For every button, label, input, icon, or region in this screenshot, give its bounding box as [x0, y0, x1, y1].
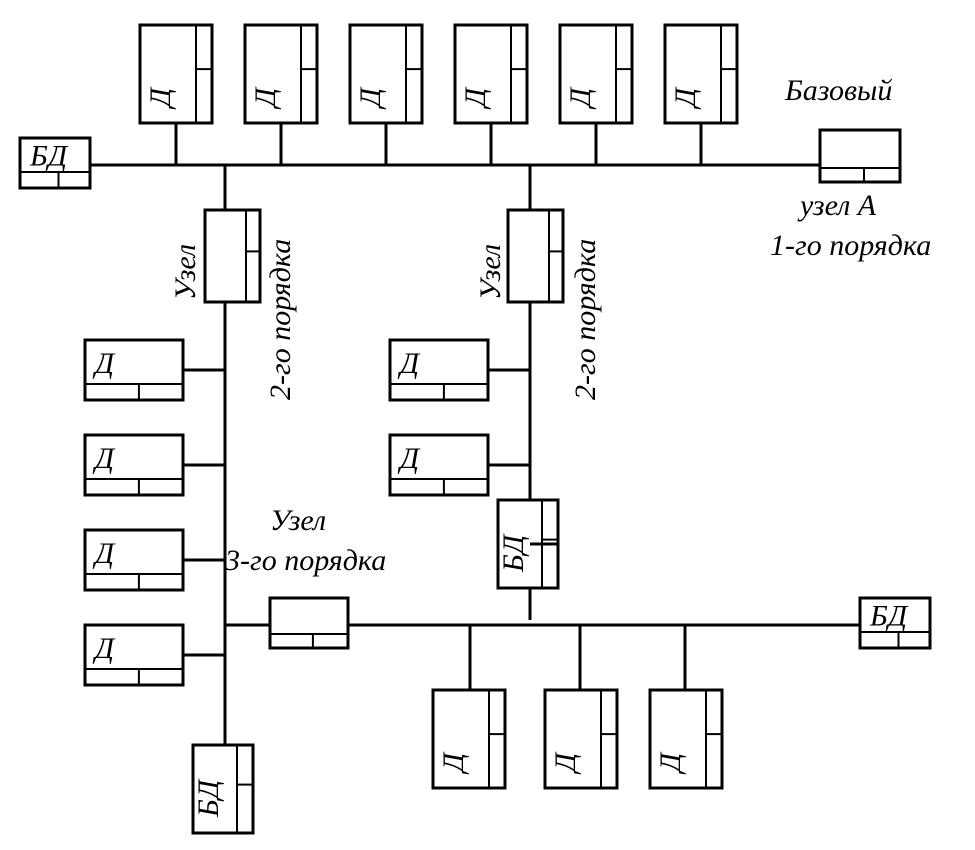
node-2b: [508, 210, 563, 302]
bd-right-label: БД: [869, 600, 909, 633]
d-top-5-label: Д: [564, 86, 597, 110]
t-base: Базовый: [784, 74, 892, 107]
d-top-1: [140, 25, 212, 123]
node-base: [820, 130, 900, 182]
t-nodeA: узел А: [797, 189, 877, 222]
d-bot-3: [650, 690, 722, 788]
d-top-2: [245, 25, 317, 123]
network-diagram: Д Д Д Д Д Д Д Д Д Д Д Д Д Д Д БД БД БД БД Базовый узел А 1-го…: [0, 0, 975, 850]
bd-bottom-label: БД: [192, 778, 225, 818]
node-3: [270, 598, 348, 648]
d-top-5: [560, 25, 632, 123]
d-bot-3-label: Д: [654, 751, 687, 775]
t-2o-1: 2-го порядка: [264, 239, 297, 400]
d-mid-2-label: Д: [397, 442, 421, 475]
d-top-1-label: Д: [144, 86, 177, 110]
d-left-3-label: Д: [92, 537, 116, 570]
t-3o: 3-го порядка: [224, 544, 386, 577]
t-2o-2: 2-го порядка: [569, 239, 602, 400]
d-top-6-label: Д: [669, 86, 702, 110]
d-mid-1-label: Д: [397, 347, 421, 380]
d-top-4: [455, 25, 527, 123]
d-top-6: [665, 25, 737, 123]
d-bot-2-label: Д: [549, 751, 582, 775]
bd-mid-label: БД: [497, 533, 530, 573]
d-left-1-label: Д: [92, 347, 116, 380]
d-bot-1-label: Д: [437, 751, 470, 775]
d-top-4-label: Д: [459, 86, 492, 110]
d-left-2-label: Д: [92, 442, 116, 475]
d-left-4-label: Д: [92, 632, 116, 665]
d-top-3-label: Д: [354, 86, 387, 110]
t-1order: 1-го порядка: [770, 229, 931, 262]
node-2a: [205, 210, 260, 302]
d-top-3: [350, 25, 422, 123]
d-bot-1: [433, 690, 505, 788]
d-top-2-label: Д: [249, 86, 282, 110]
t-uzel-3: Узел: [270, 504, 326, 537]
bd-top-left-label: БД: [29, 140, 69, 173]
d-bot-2: [545, 690, 617, 788]
t-uzel-1: Узел: [169, 244, 202, 300]
t-uzel-2: Узел: [474, 244, 507, 300]
